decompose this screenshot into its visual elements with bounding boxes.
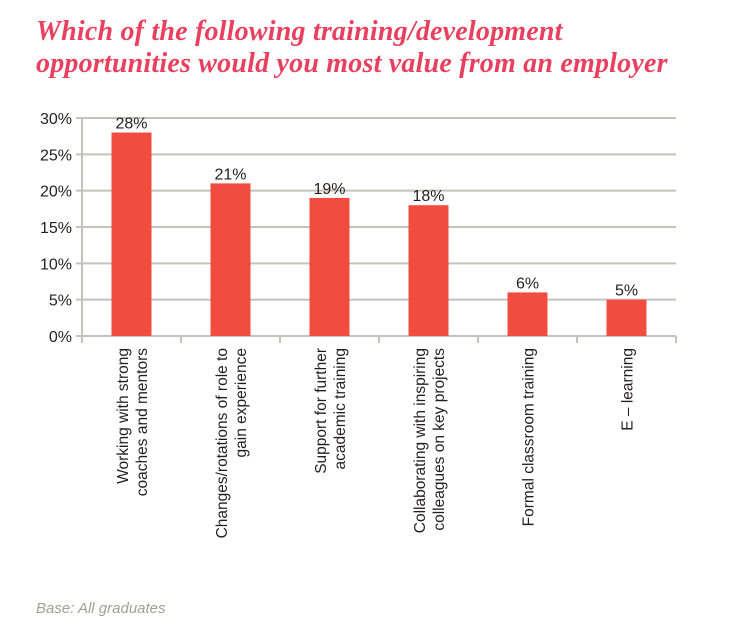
y-tick-label: 25% (40, 147, 72, 164)
chart-title: Which of the following training/developm… (36, 16, 668, 80)
y-tick-label: 15% (40, 220, 72, 237)
data-label: 21% (214, 166, 246, 183)
x-category-label: E – learning (620, 348, 637, 431)
data-label: 6% (516, 275, 539, 292)
bar (507, 292, 548, 336)
y-tick-label: 5% (49, 293, 72, 310)
bar (309, 197, 350, 336)
x-category-label: Working with strong (115, 348, 132, 484)
bar (210, 183, 251, 336)
chart-title-line-1: Which of the following training/developm… (36, 16, 563, 47)
bar (606, 299, 647, 336)
y-tick-label: 30% (40, 111, 72, 128)
footnote: Base: All graduates (36, 600, 166, 617)
x-category-label: Collaborating with inspiring (412, 348, 429, 533)
x-category-label: Changes/rotations of role to (214, 348, 231, 538)
x-category-label: coaches and mentors (134, 348, 151, 496)
data-label: 19% (313, 181, 345, 198)
x-category-label: Support for further (313, 348, 330, 474)
chart-title-line-2: opportunities would you most value from … (36, 48, 668, 79)
data-label: 5% (615, 283, 638, 300)
data-label: 18% (412, 188, 444, 205)
bar (111, 132, 152, 336)
x-category-label: academic training (332, 348, 349, 469)
data-label: 28% (115, 116, 147, 133)
bar (408, 205, 449, 336)
y-tick-label: 0% (49, 329, 72, 346)
y-tick-label: 10% (40, 256, 72, 273)
x-category-label: colleagues on key projects (431, 348, 448, 531)
x-category-label: Formal classroom training (521, 348, 538, 526)
x-category-label: gain experience (233, 348, 250, 457)
y-tick-label: 20% (40, 184, 72, 201)
